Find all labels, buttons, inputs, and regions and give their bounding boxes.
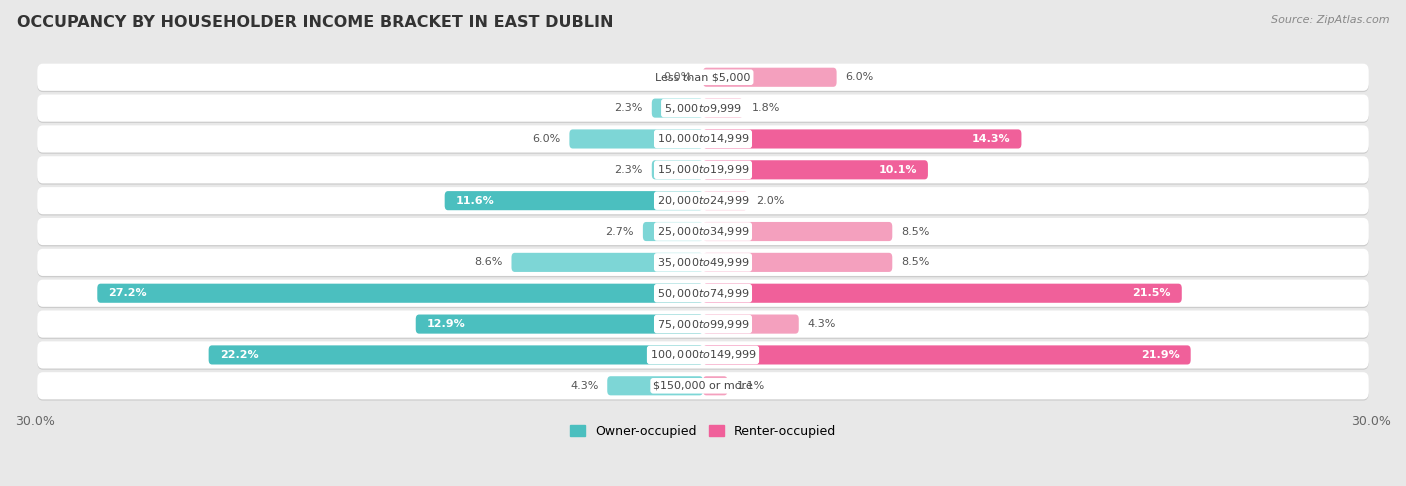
FancyBboxPatch shape <box>703 68 837 87</box>
FancyBboxPatch shape <box>37 372 1369 399</box>
FancyBboxPatch shape <box>416 314 703 334</box>
FancyBboxPatch shape <box>37 187 1369 214</box>
FancyBboxPatch shape <box>37 96 1369 123</box>
Text: 0.0%: 0.0% <box>664 72 692 82</box>
FancyBboxPatch shape <box>97 284 703 303</box>
Text: 21.9%: 21.9% <box>1140 350 1180 360</box>
Text: 6.0%: 6.0% <box>845 72 873 82</box>
Legend: Owner-occupied, Renter-occupied: Owner-occupied, Renter-occupied <box>565 420 841 443</box>
Text: 8.5%: 8.5% <box>901 226 929 237</box>
FancyBboxPatch shape <box>37 64 1369 91</box>
Text: 12.9%: 12.9% <box>427 319 465 329</box>
Text: $50,000 to $74,999: $50,000 to $74,999 <box>657 287 749 300</box>
FancyBboxPatch shape <box>444 191 703 210</box>
Text: $20,000 to $24,999: $20,000 to $24,999 <box>657 194 749 207</box>
Text: 4.3%: 4.3% <box>807 319 837 329</box>
Text: $5,000 to $9,999: $5,000 to $9,999 <box>664 102 742 115</box>
FancyBboxPatch shape <box>512 253 703 272</box>
FancyBboxPatch shape <box>37 312 1369 339</box>
FancyBboxPatch shape <box>37 65 1369 92</box>
FancyBboxPatch shape <box>703 160 928 179</box>
Text: 10.1%: 10.1% <box>879 165 917 175</box>
FancyBboxPatch shape <box>37 250 1369 277</box>
FancyBboxPatch shape <box>37 127 1369 154</box>
Text: $100,000 to $149,999: $100,000 to $149,999 <box>650 348 756 362</box>
Text: $25,000 to $34,999: $25,000 to $34,999 <box>657 225 749 238</box>
FancyBboxPatch shape <box>703 314 799 334</box>
FancyBboxPatch shape <box>643 222 703 241</box>
Text: 2.3%: 2.3% <box>614 165 643 175</box>
Text: 1.1%: 1.1% <box>737 381 765 391</box>
Text: 2.3%: 2.3% <box>614 103 643 113</box>
Text: $35,000 to $49,999: $35,000 to $49,999 <box>657 256 749 269</box>
Text: 2.0%: 2.0% <box>756 196 785 206</box>
FancyBboxPatch shape <box>703 191 748 210</box>
Text: $150,000 or more: $150,000 or more <box>654 381 752 391</box>
FancyBboxPatch shape <box>703 346 1191 364</box>
Text: 22.2%: 22.2% <box>219 350 259 360</box>
FancyBboxPatch shape <box>37 157 1369 185</box>
FancyBboxPatch shape <box>569 129 703 149</box>
Text: 6.0%: 6.0% <box>533 134 561 144</box>
Text: 8.5%: 8.5% <box>901 258 929 267</box>
Text: 1.8%: 1.8% <box>752 103 780 113</box>
Text: 11.6%: 11.6% <box>456 196 495 206</box>
Text: 14.3%: 14.3% <box>972 134 1011 144</box>
FancyBboxPatch shape <box>37 341 1369 368</box>
FancyBboxPatch shape <box>37 281 1369 308</box>
FancyBboxPatch shape <box>37 279 1369 307</box>
FancyBboxPatch shape <box>703 376 727 395</box>
FancyBboxPatch shape <box>37 373 1369 400</box>
FancyBboxPatch shape <box>703 222 893 241</box>
FancyBboxPatch shape <box>37 95 1369 122</box>
Text: $10,000 to $14,999: $10,000 to $14,999 <box>657 133 749 145</box>
FancyBboxPatch shape <box>652 99 703 118</box>
Text: 21.5%: 21.5% <box>1132 288 1171 298</box>
Text: 2.7%: 2.7% <box>606 226 634 237</box>
Text: Source: ZipAtlas.com: Source: ZipAtlas.com <box>1271 15 1389 25</box>
FancyBboxPatch shape <box>37 156 1369 183</box>
FancyBboxPatch shape <box>703 99 744 118</box>
FancyBboxPatch shape <box>703 129 1021 149</box>
Text: 27.2%: 27.2% <box>108 288 148 298</box>
Text: Less than $5,000: Less than $5,000 <box>655 72 751 82</box>
FancyBboxPatch shape <box>37 249 1369 276</box>
FancyBboxPatch shape <box>37 218 1369 245</box>
FancyBboxPatch shape <box>37 189 1369 215</box>
FancyBboxPatch shape <box>703 253 893 272</box>
FancyBboxPatch shape <box>208 346 703 364</box>
FancyBboxPatch shape <box>607 376 703 395</box>
FancyBboxPatch shape <box>37 311 1369 338</box>
FancyBboxPatch shape <box>37 219 1369 246</box>
Text: 4.3%: 4.3% <box>569 381 599 391</box>
FancyBboxPatch shape <box>37 125 1369 153</box>
Text: 8.6%: 8.6% <box>474 258 502 267</box>
Text: $75,000 to $99,999: $75,000 to $99,999 <box>657 317 749 330</box>
FancyBboxPatch shape <box>703 284 1182 303</box>
Text: OCCUPANCY BY HOUSEHOLDER INCOME BRACKET IN EAST DUBLIN: OCCUPANCY BY HOUSEHOLDER INCOME BRACKET … <box>17 15 613 30</box>
FancyBboxPatch shape <box>652 160 703 179</box>
FancyBboxPatch shape <box>37 343 1369 370</box>
Text: $15,000 to $19,999: $15,000 to $19,999 <box>657 163 749 176</box>
